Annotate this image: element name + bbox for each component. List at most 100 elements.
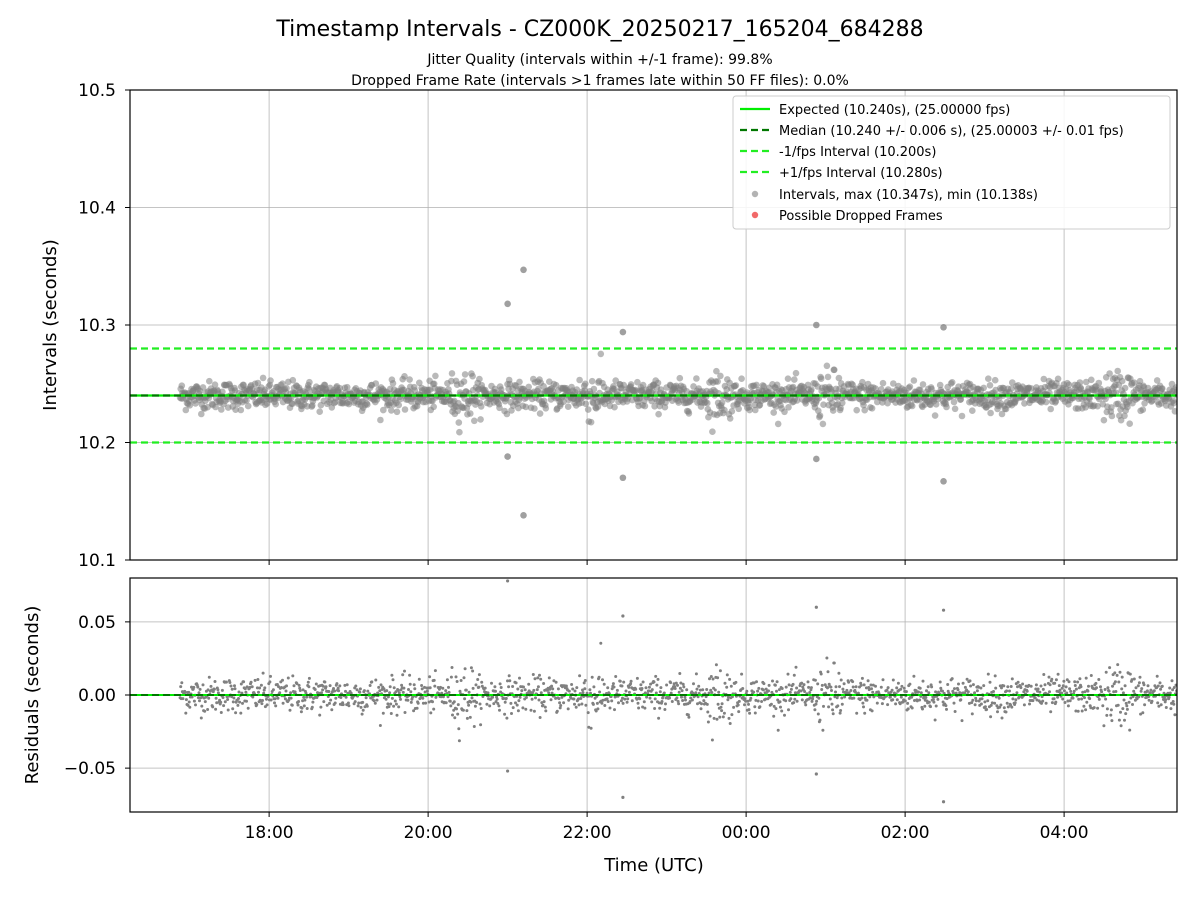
interval-point bbox=[582, 400, 590, 408]
residual-point bbox=[1112, 690, 1116, 694]
residual-point bbox=[470, 696, 474, 700]
residual-point bbox=[402, 686, 406, 690]
residual-point bbox=[497, 704, 501, 708]
residual-point bbox=[862, 683, 866, 687]
residual-point bbox=[1052, 697, 1056, 701]
residual-point bbox=[921, 679, 925, 683]
residual-point bbox=[1102, 724, 1106, 728]
residual-point bbox=[1167, 695, 1171, 699]
residual-point bbox=[811, 697, 815, 701]
residual-point bbox=[961, 681, 965, 685]
residual-point bbox=[1014, 698, 1018, 702]
residual-point bbox=[757, 686, 761, 690]
residual-point bbox=[421, 696, 425, 700]
interval-point bbox=[522, 403, 530, 411]
residual-point bbox=[535, 688, 539, 692]
residual-point bbox=[837, 671, 841, 675]
residual-point bbox=[1019, 686, 1023, 690]
residual-point bbox=[728, 677, 732, 681]
residual-point bbox=[1109, 713, 1113, 717]
residual-point bbox=[271, 688, 275, 692]
residual-point bbox=[753, 711, 757, 715]
residual-point bbox=[547, 676, 551, 680]
residual-point bbox=[737, 710, 741, 714]
interval-point bbox=[343, 383, 351, 391]
residual-point bbox=[1067, 680, 1071, 684]
residual-point bbox=[569, 696, 573, 700]
residual-point bbox=[233, 684, 236, 688]
residual-point bbox=[516, 709, 520, 713]
residual-point bbox=[890, 688, 894, 692]
residual-outlier bbox=[522, 537, 525, 540]
residual-point bbox=[744, 699, 748, 703]
residual-point bbox=[586, 711, 590, 715]
residual-point bbox=[523, 688, 527, 692]
residual-point bbox=[338, 684, 342, 688]
interval-point bbox=[364, 401, 371, 408]
legend-median-label: Median (10.240 +/- 0.006 s), (25.00003 +… bbox=[779, 124, 1124, 139]
residual-point bbox=[241, 701, 244, 705]
residual-point bbox=[432, 707, 436, 711]
residual-point bbox=[260, 702, 264, 706]
residual-point bbox=[694, 672, 698, 676]
residual-point bbox=[520, 689, 524, 693]
residual-point bbox=[622, 680, 626, 684]
residual-point bbox=[741, 687, 745, 690]
residual-point bbox=[753, 705, 757, 709]
residual-outlier bbox=[506, 769, 510, 773]
residual-point bbox=[743, 697, 747, 701]
residual-point bbox=[929, 705, 932, 709]
residual-point bbox=[319, 705, 323, 709]
interval-point bbox=[237, 406, 245, 414]
residual-point bbox=[870, 687, 873, 691]
residual-point bbox=[830, 689, 833, 692]
residual-point bbox=[1159, 703, 1163, 707]
residual-point bbox=[184, 698, 188, 702]
residual-point bbox=[432, 678, 436, 682]
residual-point bbox=[1021, 682, 1025, 686]
residual-point bbox=[865, 698, 869, 702]
residual-point bbox=[778, 700, 782, 704]
residual-point bbox=[836, 704, 840, 708]
interval-point bbox=[259, 374, 267, 382]
residual-point bbox=[831, 708, 835, 712]
interval-point bbox=[1021, 400, 1028, 407]
residual-point bbox=[685, 688, 689, 692]
interval-point bbox=[714, 378, 721, 385]
residual-point bbox=[1063, 701, 1067, 704]
residual-point bbox=[207, 675, 211, 679]
residual-point bbox=[681, 699, 685, 702]
residual-point bbox=[849, 689, 853, 692]
residual-point bbox=[1170, 679, 1174, 683]
residual-point bbox=[219, 711, 223, 714]
interval-point bbox=[560, 398, 567, 406]
residual-point bbox=[447, 685, 450, 689]
residual-point bbox=[221, 696, 225, 699]
x-tick-label: 20:00 bbox=[404, 823, 453, 843]
residual-point bbox=[681, 682, 685, 686]
residual-point bbox=[517, 699, 521, 703]
residual-point bbox=[401, 690, 405, 694]
residual-point bbox=[921, 707, 924, 711]
residual-point bbox=[875, 701, 879, 705]
residual-point bbox=[361, 700, 365, 704]
residual-point bbox=[428, 675, 432, 679]
residual-point bbox=[871, 690, 875, 694]
residual-point bbox=[403, 669, 406, 673]
residual-point bbox=[311, 700, 315, 704]
residual-point bbox=[273, 701, 276, 705]
residual-point bbox=[386, 702, 390, 706]
residual-point bbox=[726, 698, 730, 702]
residual-point bbox=[1137, 681, 1141, 685]
residual-point bbox=[400, 683, 404, 687]
interval-point bbox=[1100, 416, 1108, 424]
residual-point bbox=[1048, 683, 1052, 687]
interval-point bbox=[406, 376, 413, 383]
residual-point bbox=[577, 703, 581, 707]
interval-point bbox=[1042, 398, 1050, 406]
residual-point bbox=[809, 686, 813, 690]
residual-point bbox=[359, 705, 363, 709]
residual-point bbox=[746, 699, 750, 703]
residual-point bbox=[669, 691, 673, 695]
residual-point bbox=[709, 675, 713, 678]
